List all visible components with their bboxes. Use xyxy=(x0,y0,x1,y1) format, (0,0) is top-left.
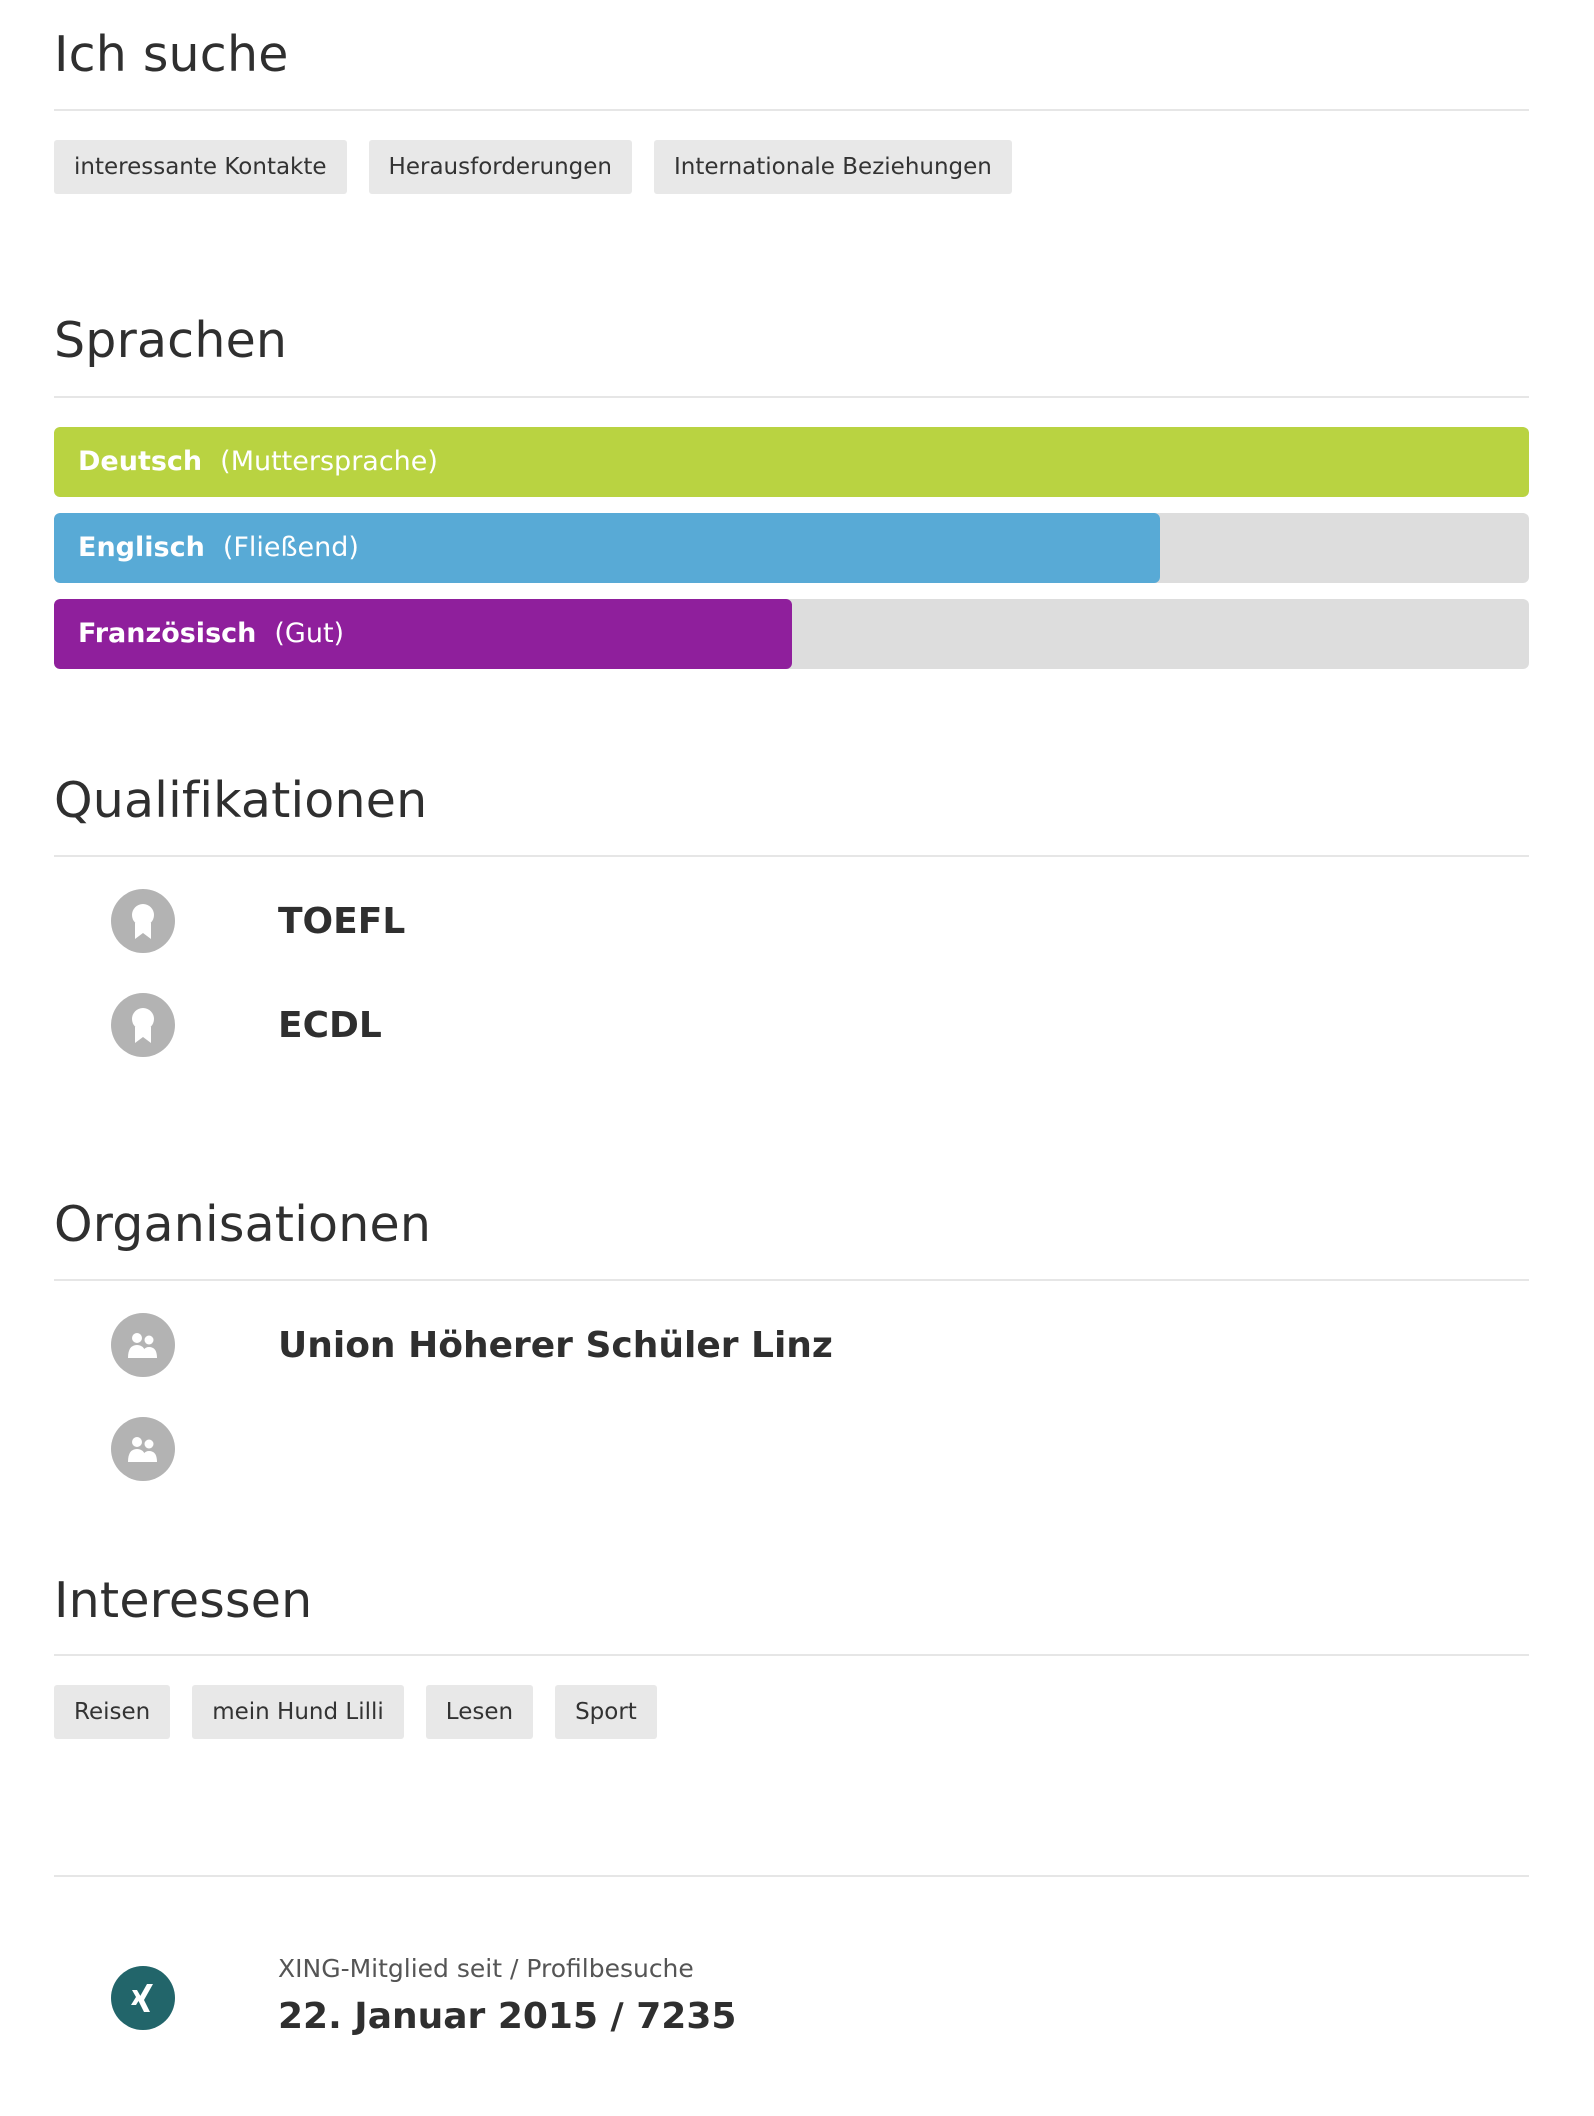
language-bar: Englisch (Fließend) xyxy=(54,513,1529,583)
member-since-caption: XING-Mitglied seit / Profilbesuche xyxy=(278,1954,694,1983)
language-bar-fill xyxy=(54,599,792,669)
divider xyxy=(54,855,1529,857)
language-bar: Deutsch (Muttersprache) xyxy=(54,427,1529,497)
language-level: (Muttersprache) xyxy=(220,446,438,477)
group-icon xyxy=(111,1313,175,1377)
language-label: Deutsch (Muttersprache) xyxy=(78,427,438,497)
qualification-label: ECDL xyxy=(278,1005,382,1046)
seeking-tags: interessante Kontakte Herausforderungen … xyxy=(54,140,1012,194)
award-ribbon-icon xyxy=(111,889,175,953)
language-label: Französisch (Gut) xyxy=(78,599,344,669)
divider xyxy=(54,1875,1529,1877)
section-title-seeking: Ich suche xyxy=(54,26,289,83)
language-level: (Fließend) xyxy=(222,532,359,563)
section-title-organizations: Organisationen xyxy=(54,1196,432,1253)
divider xyxy=(54,1654,1529,1656)
section-title-qualifications: Qualifikationen xyxy=(54,772,428,829)
divider xyxy=(54,1279,1529,1281)
interest-tag[interactable]: Lesen xyxy=(425,1685,534,1739)
interest-tag[interactable]: Sport xyxy=(555,1685,657,1739)
organization-label: Union Höherer Schüler Linz xyxy=(278,1325,833,1366)
qualification-label: TOEFL xyxy=(278,901,406,942)
language-bar-fill xyxy=(54,427,1529,497)
group-icon xyxy=(111,1417,175,1481)
award-ribbon-icon xyxy=(111,993,175,1057)
section-title-languages: Sprachen xyxy=(54,312,288,369)
xing-logo-icon xyxy=(111,1966,175,2030)
interest-tags: Reisen mein Hund Lilli Lesen Sport xyxy=(54,1685,657,1739)
seeking-tag[interactable]: Internationale Beziehungen xyxy=(654,140,1012,194)
language-name: Deutsch xyxy=(78,446,203,477)
seeking-tag[interactable]: Herausforderungen xyxy=(368,140,633,194)
language-label: Englisch (Fließend) xyxy=(78,513,359,583)
language-bar: Französisch (Gut) xyxy=(54,599,1529,669)
language-name: Französisch xyxy=(78,618,257,649)
language-level: (Gut) xyxy=(274,618,345,649)
seeking-tag[interactable]: interessante Kontakte xyxy=(54,140,347,194)
section-title-interests: Interessen xyxy=(54,1572,313,1629)
language-bar-fill xyxy=(54,513,1161,583)
interest-tag[interactable]: mein Hund Lilli xyxy=(192,1685,404,1739)
divider xyxy=(54,396,1529,398)
interest-tag[interactable]: Reisen xyxy=(54,1685,171,1739)
language-name: Englisch xyxy=(78,532,205,563)
member-since-value: 22. Januar 2015 / 7235 xyxy=(278,1996,737,2037)
divider xyxy=(54,109,1529,111)
